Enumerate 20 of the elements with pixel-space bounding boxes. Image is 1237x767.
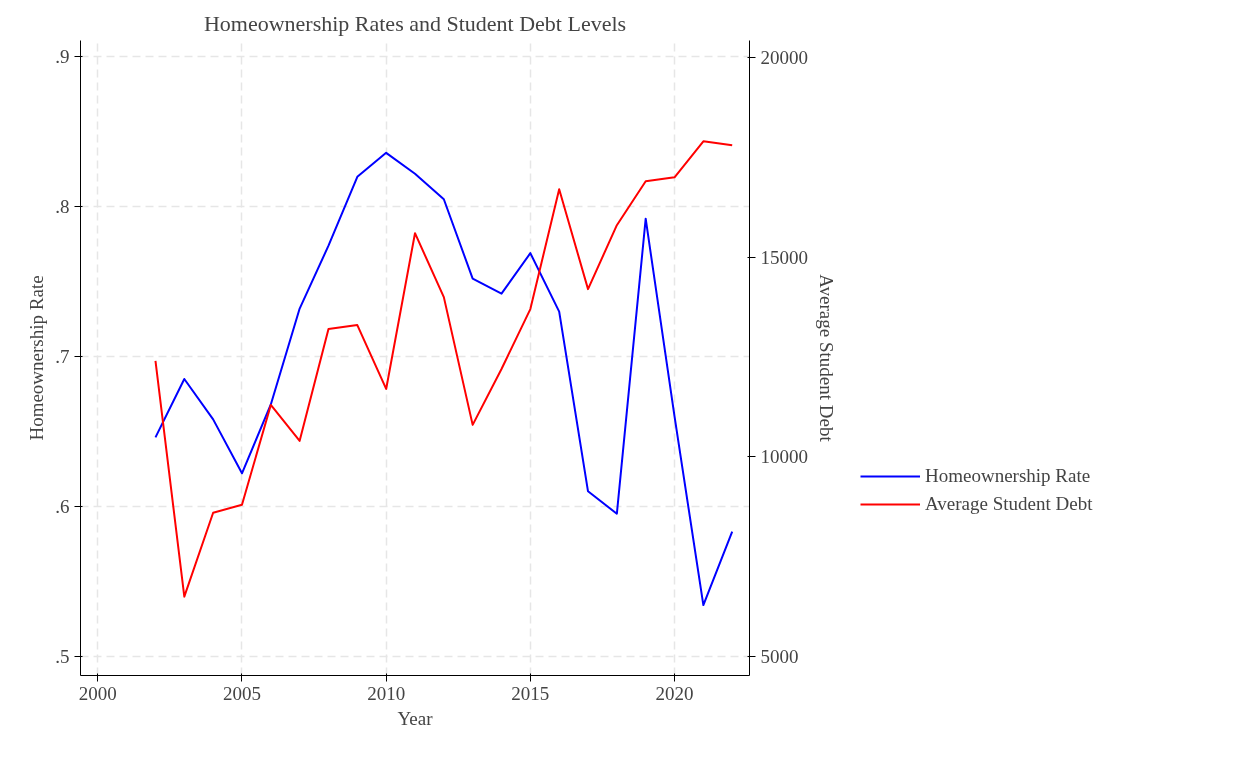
- y-axis-title: Homeownership Rate: [26, 275, 48, 441]
- x-tick-label: 2020: [655, 682, 694, 704]
- y-tick-label: .5: [55, 645, 70, 667]
- y-tick-label: .9: [55, 46, 70, 68]
- y2-tick-label: 5000: [760, 646, 799, 668]
- y-tick-label: .8: [55, 196, 70, 218]
- x-tick-label: 2005: [222, 682, 261, 704]
- y2-tick-label: 10000: [760, 446, 808, 468]
- x-tick-label: 2000: [78, 682, 117, 704]
- legend-label: Average Student Debt: [925, 493, 1093, 515]
- x-tick-label: 2015: [511, 682, 550, 704]
- y2-axis-title: Average Student Debt: [816, 274, 837, 443]
- y-tick-label: .6: [55, 495, 70, 517]
- x-tick-label: 2010: [367, 682, 406, 704]
- y2-tick-label: 15000: [760, 246, 808, 268]
- chart-title: Homeownership Rates and Student Debt Levels: [203, 10, 627, 36]
- x-axis-title: Year: [397, 707, 434, 729]
- y-tick-label: .7: [55, 346, 70, 367]
- legend-label: Homeownership Rate: [925, 465, 1091, 487]
- y2-tick-label: 20000: [760, 46, 808, 68]
